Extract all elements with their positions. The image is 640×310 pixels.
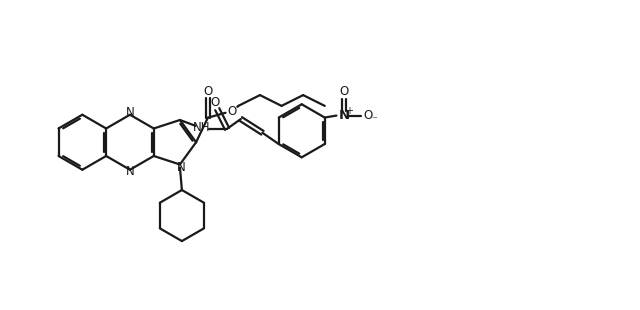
Text: N: N — [177, 161, 186, 174]
Text: ⁻: ⁻ — [371, 116, 377, 126]
Text: N: N — [125, 165, 134, 178]
Text: O: O — [228, 105, 237, 118]
Text: O: O — [364, 109, 372, 122]
Text: +: + — [345, 106, 353, 116]
Text: O: O — [204, 85, 212, 98]
Text: O: O — [211, 96, 220, 109]
Text: N: N — [125, 106, 134, 119]
Text: NH: NH — [193, 121, 211, 134]
Text: N: N — [339, 109, 350, 122]
Text: O: O — [340, 86, 349, 99]
